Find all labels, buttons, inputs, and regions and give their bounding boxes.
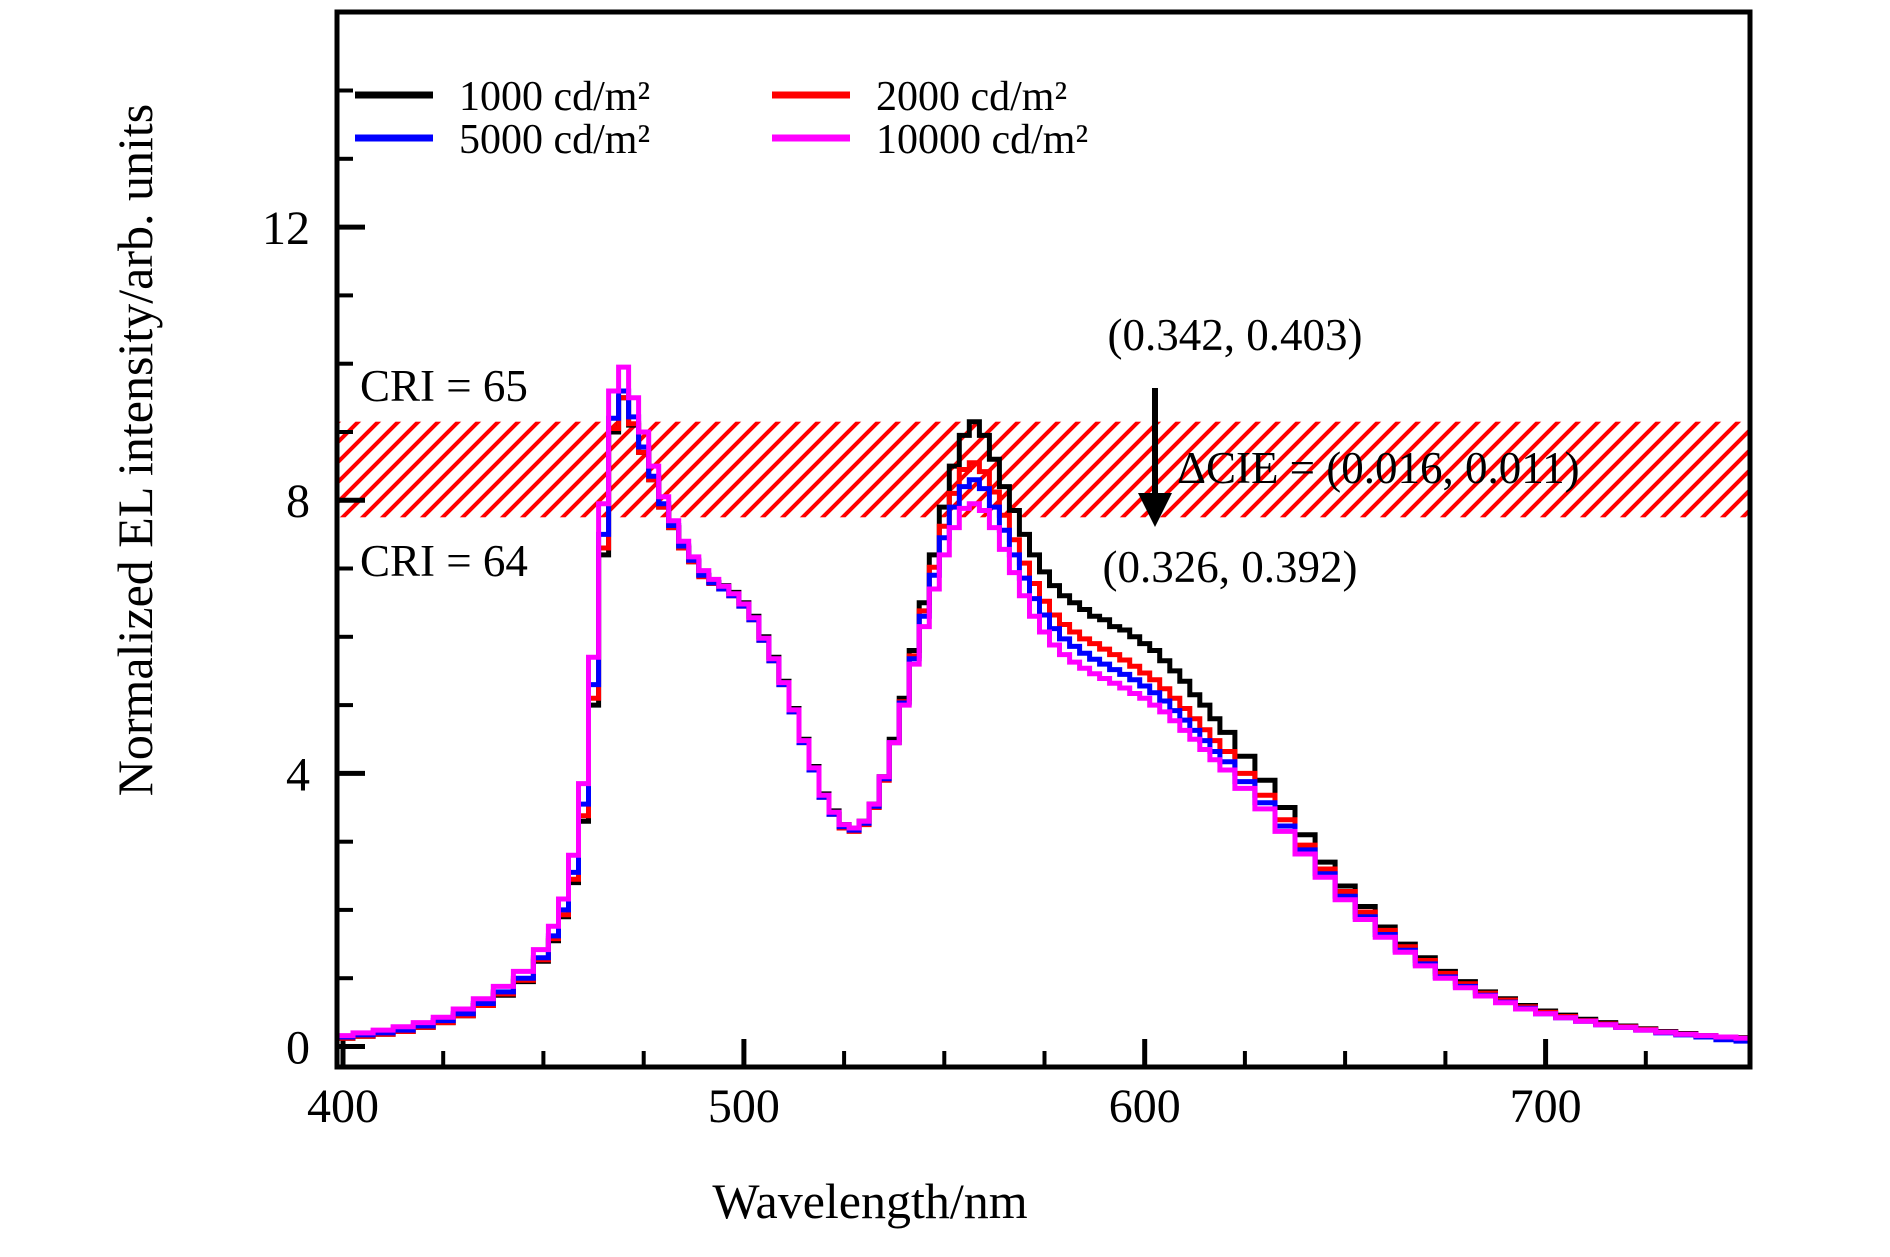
y-tick-label: 12 bbox=[262, 202, 310, 255]
cie-coordinates-top: (0.342, 0.403) bbox=[1108, 310, 1363, 360]
cri-top-label: CRI = 65 bbox=[360, 361, 528, 411]
legend-label-10000: 10000 cd/m² bbox=[876, 117, 1088, 163]
y-axis-title: Normalized EL intensity/arb. units bbox=[107, 104, 163, 796]
down-arrow-head bbox=[1138, 493, 1172, 527]
legend-label-5000: 5000 cd/m² bbox=[459, 117, 650, 163]
legend-label-2000: 2000 cd/m² bbox=[876, 74, 1067, 120]
down-arrow bbox=[1138, 388, 1172, 527]
axis-tick-labels: 400 500 600 700 0 4 8 12 bbox=[262, 202, 1582, 1133]
cie-shift-hatch-band bbox=[337, 421, 1750, 518]
plot-frame bbox=[334, 9, 1753, 1070]
axis-ticks bbox=[337, 88, 1648, 1067]
y-tick-label: 0 bbox=[286, 1022, 310, 1075]
delta-cie-label: ΔCIE = (0.016, 0.011) bbox=[1177, 443, 1580, 493]
x-axis-title: Wavelength/nm bbox=[712, 1173, 1027, 1229]
y-tick-label: 4 bbox=[286, 748, 310, 801]
spectrum-curve-2000 bbox=[337, 395, 1750, 1041]
legend-label-1000: 1000 cd/m² bbox=[459, 74, 650, 120]
x-tick-label: 400 bbox=[307, 1080, 379, 1133]
y-tick-label: 8 bbox=[286, 475, 310, 528]
x-tick-label: 600 bbox=[1109, 1080, 1181, 1133]
x-tick-label: 500 bbox=[708, 1080, 780, 1133]
cri-bottom-label: CRI = 64 bbox=[360, 536, 528, 586]
spectrum-curve-1000 bbox=[337, 395, 1750, 1041]
legend: 1000 cd/m² 2000 cd/m² 5000 cd/m² 10000 cd/m… bbox=[355, 74, 1088, 163]
spectrum-curve-10000 bbox=[337, 364, 1750, 1041]
spectra-curves bbox=[337, 364, 1750, 1044]
x-tick-label: 700 bbox=[1510, 1080, 1582, 1133]
cie-coordinates-bottom: (0.326, 0.392) bbox=[1103, 542, 1358, 592]
